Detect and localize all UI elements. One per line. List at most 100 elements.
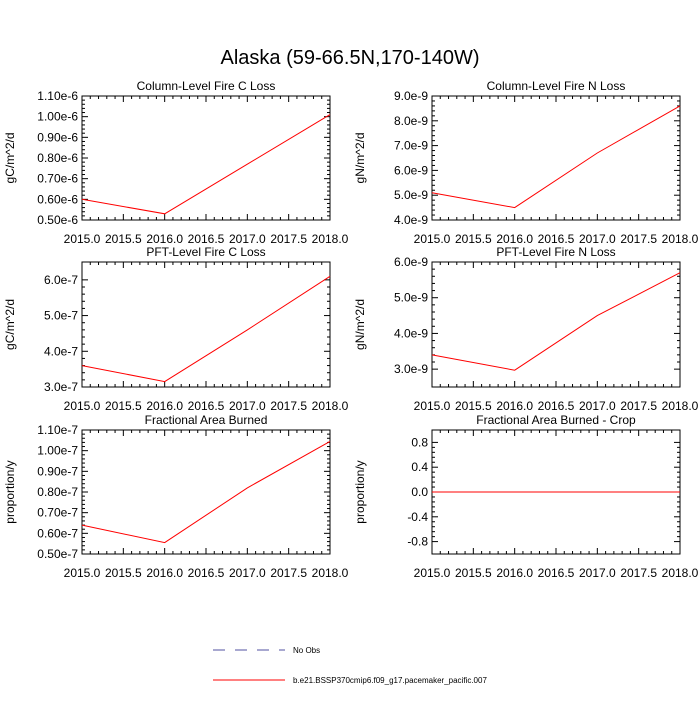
legend-label-no-obs: No Obs [293, 646, 320, 655]
series-line-0 [81, 275, 331, 383]
x-tick-label: 2016.5 [188, 399, 225, 413]
x-tick-label: 2017.5 [270, 399, 307, 413]
series-line-0 [431, 272, 681, 371]
panel-title: PFT-Level Fire N Loss [496, 245, 615, 259]
y-tick-label: 0.90e-7 [37, 464, 78, 478]
legend: No Obs b.e21.BSSP370cmip6.f09_g17.pacema… [213, 646, 487, 685]
x-tick-label: 2016.5 [188, 232, 225, 246]
legend-label-model: b.e21.BSSP370cmip6.f09_g17.pacemaker_pac… [293, 676, 487, 685]
panel-title: Fractional Area Burned [145, 413, 268, 427]
x-tick-label: 2016.0 [496, 566, 533, 580]
x-tick-label: 2017.5 [620, 399, 657, 413]
x-tick-label: 2016.0 [496, 232, 533, 246]
x-tick-label: 2018.0 [662, 566, 699, 580]
x-tick-label: 2015.0 [64, 232, 101, 246]
y-tick-label: 1.00e-7 [37, 444, 78, 458]
chart-panel-1: 2015.0 2015.5 2016.0 2016.5 2017.0 2017.5 2018… [353, 79, 699, 246]
y-tick-label: 0.60e-6 [37, 192, 78, 206]
y-tick-label: 1.10e-6 [37, 89, 78, 103]
x-tick-label: 2015.5 [105, 232, 142, 246]
x-tick-label: 2018.0 [662, 232, 699, 246]
y-tick-label: 4.0e-7 [44, 344, 78, 358]
x-tick-label: 2018.0 [312, 232, 349, 246]
chart-panel-3: 2015.0 2015.5 2016.0 2016.5 2017.0 2017.5 2018… [353, 245, 699, 413]
x-tick-label: 2016.5 [538, 232, 575, 246]
panel-title: Column-Level Fire C Loss [137, 79, 276, 93]
y-tick-label: 6.0e-9 [394, 163, 428, 177]
y-tick-label: 4.0e-9 [394, 326, 428, 340]
x-tick-label: 2018.0 [312, 399, 349, 413]
y-tick-label: -0.8 [407, 535, 428, 549]
x-tick-label: 2015.5 [105, 566, 142, 580]
x-tick-label: 2017.5 [620, 566, 657, 580]
y-tick-label: 4.0e-9 [394, 213, 428, 227]
x-tick-label: 2016.5 [538, 566, 575, 580]
panel-title: PFT-Level Fire C Loss [146, 245, 265, 259]
x-tick-label: 2017.0 [229, 566, 266, 580]
plot-frame [81, 429, 331, 555]
series-line-0 [81, 114, 331, 215]
x-tick-label: 2017.0 [579, 566, 616, 580]
y-tick-label: 9.0e-9 [394, 89, 428, 103]
y-tick-label: 5.0e-9 [394, 188, 428, 202]
y-tick-label: 0.50e-6 [37, 213, 78, 227]
chart-panel-4: 2015.0 2015.5 2016.0 2016.5 2017.0 2017.5 2018… [3, 413, 349, 580]
plot-frame [431, 95, 681, 221]
x-tick-label: 2017.0 [579, 399, 616, 413]
y-tick-label: 0.60e-7 [37, 526, 78, 540]
x-tick-label: 2016.0 [146, 399, 183, 413]
x-tick-label: 2017.0 [229, 399, 266, 413]
x-tick-label: 2016.5 [538, 399, 575, 413]
x-tick-label: 2015.5 [455, 232, 492, 246]
plot-frame [431, 261, 681, 388]
x-tick-label: 2017.5 [620, 232, 657, 246]
x-tick-label: 2017.0 [229, 232, 266, 246]
y-axis-label: gC/m^2/d [3, 299, 17, 350]
y-tick-label: 0.70e-7 [37, 506, 78, 520]
x-tick-label: 2015.0 [64, 566, 101, 580]
y-tick-label: 7.0e-9 [394, 139, 428, 153]
y-tick-label: 0.8 [411, 435, 428, 449]
x-tick-label: 2017.5 [270, 232, 307, 246]
figure-title: Alaska (59-66.5N,170-140W) [220, 47, 479, 69]
y-tick-label: 1.00e-6 [37, 110, 78, 124]
y-tick-label: 8.0e-9 [394, 114, 428, 128]
y-tick-label: 0.90e-6 [37, 130, 78, 144]
x-tick-label: 2015.0 [414, 232, 451, 246]
y-tick-label: 0.4 [411, 460, 428, 474]
y-tick-label: 0.80e-6 [37, 151, 78, 165]
x-tick-label: 2015.0 [64, 399, 101, 413]
panel-title: Fractional Area Burned - Crop [476, 413, 636, 427]
x-tick-label: 2015.0 [414, 566, 451, 580]
x-tick-label: 2018.0 [312, 566, 349, 580]
y-axis-label: proportion/y [3, 460, 17, 523]
y-tick-label: 0.80e-7 [37, 485, 78, 499]
y-tick-label: 5.0e-9 [394, 291, 428, 305]
y-tick-label: 6.0e-7 [44, 273, 78, 287]
y-tick-label: 0.70e-6 [37, 172, 78, 186]
chart-panel-5: 2015.0 2015.5 2016.0 2016.5 2017.0 2017.5 2018… [353, 413, 699, 580]
y-tick-label: 0.0 [411, 485, 428, 499]
plot-frame [81, 261, 331, 388]
x-tick-label: 2016.0 [496, 399, 533, 413]
series-line-0 [431, 105, 681, 209]
series-line-0 [81, 440, 331, 544]
y-axis-label: gN/m^2/d [353, 299, 367, 350]
x-tick-label: 2015.0 [414, 399, 451, 413]
y-tick-label: 5.0e-7 [44, 309, 78, 323]
y-axis-label: gN/m^2/d [353, 133, 367, 184]
y-tick-label: 0.50e-7 [37, 547, 78, 561]
chart-panel-0: 2015.0 2015.5 2016.0 2016.5 2017.0 2017.5 2018… [3, 79, 349, 246]
y-tick-label: 3.0e-9 [394, 362, 428, 376]
x-tick-label: 2016.0 [146, 232, 183, 246]
plot-frame [81, 95, 331, 221]
x-tick-label: 2015.5 [105, 399, 142, 413]
y-axis-label: gC/m^2/d [3, 133, 17, 184]
x-tick-label: 2016.0 [146, 566, 183, 580]
y-tick-label: 1.10e-7 [37, 423, 78, 437]
chart-panel-2: 2015.0 2015.5 2016.0 2016.5 2017.0 2017.5 2018… [3, 245, 349, 413]
x-tick-label: 2015.5 [455, 399, 492, 413]
x-tick-label: 2016.5 [188, 566, 225, 580]
